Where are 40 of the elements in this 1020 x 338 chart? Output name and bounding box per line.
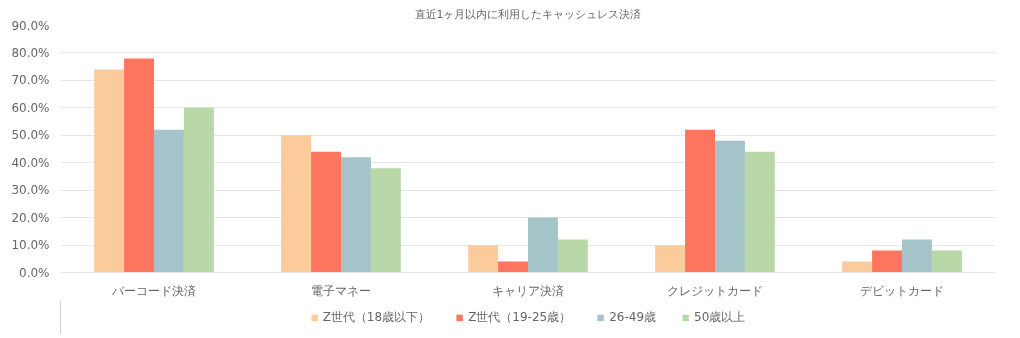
bar [311,151,341,273]
x-tick-label: バーコード決済 [111,283,196,298]
y-tick-label: 90.0% [11,18,50,33]
legend-label: Z世代（18歳以下） [322,308,431,326]
bar [685,129,715,273]
x-tick-label: 電子マネー [311,283,371,298]
bar [370,168,401,273]
bar [902,239,932,273]
x-tick-label: デビットカード [860,283,944,298]
bar [744,151,775,273]
y-tick-label: 0.0% [19,265,50,280]
bar [468,245,499,273]
x-tick-label: クレジットカード [667,283,763,298]
y-tick-label: 20.0% [11,210,50,225]
bar [931,250,962,273]
legend-label: Z世代（19-25歳） [468,308,572,326]
y-tick-label: 50.0% [11,128,50,143]
y-tick-label: 10.0% [11,238,50,253]
bar [715,140,745,273]
bar [124,58,154,273]
bar [655,245,686,273]
x-tick-label: キャリア決済 [492,283,564,298]
legend-label: 50歳以上 [694,308,746,326]
bar [842,261,873,273]
chart-title: 直近1ヶ月以内に利用したキャッシュレス決済 [414,7,642,21]
bar [872,250,902,273]
y-tick-label: 60.0% [11,100,50,115]
y-tick-label: 80.0% [11,45,50,60]
bar [154,129,184,273]
bar [281,135,312,273]
legend-label: 26-49歳 [609,308,657,326]
bar [94,69,125,273]
y-tick-label: 40.0% [11,155,50,170]
bar [557,239,588,273]
bar [183,107,214,273]
bar [341,157,371,273]
y-tick-label: 30.0% [11,183,50,198]
y-tick-label: 70.0% [11,73,50,88]
bar [528,217,558,273]
bar [498,261,528,273]
